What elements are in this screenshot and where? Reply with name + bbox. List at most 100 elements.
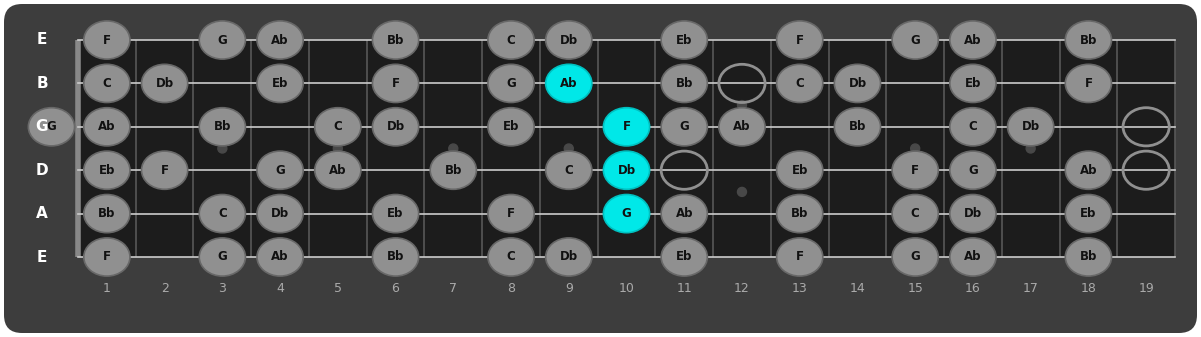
Ellipse shape (84, 21, 130, 59)
Ellipse shape (372, 64, 419, 102)
Text: C: C (102, 77, 112, 90)
Ellipse shape (257, 64, 303, 102)
Text: Db: Db (560, 250, 578, 264)
Ellipse shape (488, 238, 534, 276)
Circle shape (1026, 144, 1035, 153)
Text: G: G (910, 33, 920, 47)
Ellipse shape (661, 21, 707, 59)
Ellipse shape (777, 194, 823, 233)
Text: 2: 2 (161, 282, 168, 296)
Text: 1: 1 (103, 282, 110, 296)
Circle shape (564, 144, 573, 153)
Circle shape (737, 101, 747, 110)
Text: F: F (161, 164, 168, 177)
Circle shape (737, 187, 747, 196)
Text: C: C (507, 33, 515, 47)
Bar (78, 40, 1175, 257)
Text: C: C (564, 164, 573, 177)
Ellipse shape (545, 238, 592, 276)
Ellipse shape (372, 194, 419, 233)
Text: F: F (796, 33, 803, 47)
Text: 8: 8 (507, 282, 515, 296)
Text: G: G (217, 250, 227, 264)
Ellipse shape (315, 108, 362, 146)
Text: Db: Db (560, 33, 578, 47)
Text: Ab: Ab (560, 77, 578, 90)
Text: Db: Db (964, 207, 982, 220)
Text: Db: Db (848, 77, 866, 90)
Ellipse shape (1065, 64, 1111, 102)
Text: C: C (968, 120, 978, 133)
Text: Bb: Bb (849, 120, 866, 133)
Ellipse shape (199, 238, 245, 276)
Ellipse shape (603, 194, 650, 233)
Text: D: D (36, 163, 48, 178)
Ellipse shape (488, 108, 534, 146)
Ellipse shape (950, 108, 996, 146)
Ellipse shape (257, 194, 303, 233)
Text: Ab: Ab (1080, 164, 1098, 177)
Text: 6: 6 (392, 282, 400, 296)
Text: Eb: Eb (791, 164, 808, 177)
Ellipse shape (29, 108, 74, 146)
Text: 14: 14 (849, 282, 866, 296)
Ellipse shape (950, 151, 996, 189)
Text: C: C (910, 207, 920, 220)
Text: Eb: Eb (271, 77, 288, 90)
Ellipse shape (372, 21, 419, 59)
Ellipse shape (950, 194, 996, 233)
Ellipse shape (430, 151, 477, 189)
Ellipse shape (1065, 238, 1111, 276)
Text: Bb: Bb (214, 120, 231, 133)
Text: Eb: Eb (676, 33, 693, 47)
Text: Eb: Eb (388, 207, 404, 220)
Ellipse shape (1008, 108, 1053, 146)
FancyBboxPatch shape (4, 4, 1197, 333)
Text: 7: 7 (449, 282, 458, 296)
Ellipse shape (372, 238, 419, 276)
Ellipse shape (545, 151, 592, 189)
Text: C: C (217, 207, 227, 220)
Text: Ab: Ab (271, 250, 288, 264)
Ellipse shape (488, 21, 534, 59)
Text: 10: 10 (619, 282, 634, 296)
Ellipse shape (84, 238, 130, 276)
Text: 15: 15 (907, 282, 924, 296)
Text: C: C (507, 250, 515, 264)
Ellipse shape (603, 151, 650, 189)
Ellipse shape (1065, 151, 1111, 189)
Ellipse shape (892, 21, 938, 59)
Text: E: E (37, 249, 47, 265)
Text: Bb: Bb (98, 207, 115, 220)
Text: Bb: Bb (1080, 250, 1097, 264)
Text: Ab: Ab (271, 33, 288, 47)
Ellipse shape (719, 108, 765, 146)
Text: G: G (47, 120, 56, 133)
Ellipse shape (661, 108, 707, 146)
Ellipse shape (892, 151, 938, 189)
Text: Eb: Eb (503, 120, 519, 133)
Ellipse shape (142, 151, 187, 189)
Text: Bb: Bb (675, 77, 693, 90)
Ellipse shape (1065, 21, 1111, 59)
Text: F: F (622, 120, 631, 133)
Text: G: G (36, 119, 48, 134)
Text: 9: 9 (564, 282, 573, 296)
Ellipse shape (777, 64, 823, 102)
Ellipse shape (545, 21, 592, 59)
Circle shape (449, 144, 458, 153)
Ellipse shape (777, 151, 823, 189)
Ellipse shape (199, 194, 245, 233)
Text: Ab: Ab (675, 207, 693, 220)
Text: Ab: Ab (964, 250, 981, 264)
Ellipse shape (950, 64, 996, 102)
Text: E: E (37, 32, 47, 48)
Ellipse shape (777, 238, 823, 276)
Text: Eb: Eb (1080, 207, 1097, 220)
Text: Bb: Bb (791, 207, 808, 220)
Text: 5: 5 (334, 282, 342, 296)
Text: 12: 12 (734, 282, 749, 296)
Text: 16: 16 (966, 282, 981, 296)
Text: C: C (795, 77, 805, 90)
Text: Db: Db (1022, 120, 1040, 133)
